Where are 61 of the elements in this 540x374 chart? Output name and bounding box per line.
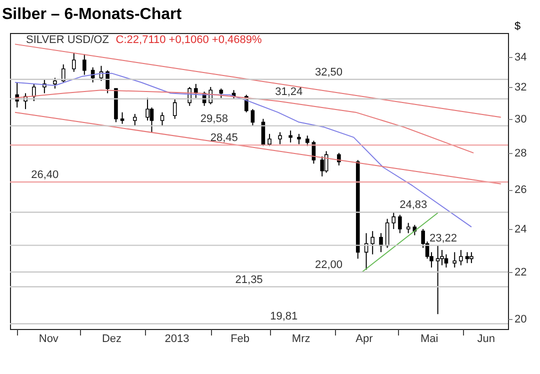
- candlestick: [172, 99, 177, 120]
- y2-tick-label: 26: [514, 184, 527, 196]
- ref-line-label: 28,45: [210, 132, 238, 144]
- y2-axis-title: $: [514, 20, 521, 32]
- ref-line-label: 32,50: [314, 66, 342, 78]
- candlestick: [194, 83, 198, 98]
- y2-tick-label: 22: [514, 266, 527, 278]
- candlestick: [32, 83, 36, 102]
- ref-line-label: 26,40: [31, 168, 59, 181]
- ref-line-label: 19,81: [270, 310, 298, 323]
- ref-line-label: 31,24: [275, 86, 303, 98]
- x-tick-label: Feb: [230, 333, 250, 345]
- ref-line-label: 23,22: [429, 232, 458, 244]
- y2-tick-label: 32: [514, 82, 527, 94]
- y2-tick-label: 20: [514, 314, 527, 326]
- candlestick: [146, 97, 150, 122]
- candlestick: [72, 52, 76, 72]
- candlestick: [320, 156, 324, 177]
- x-tick-label: Apr: [356, 333, 374, 345]
- y2-tick-label: 30: [514, 113, 527, 126]
- x-tick-label: Jun: [477, 333, 496, 345]
- ref-line-label: 22,00: [314, 258, 342, 271]
- candlestick: [406, 222, 410, 234]
- annotation: C:22,7110 +0,1060 +0,4689%: [116, 34, 262, 46]
- candlestick: [444, 254, 448, 268]
- candlestick: [436, 245, 440, 315]
- ref-line-label: 24,83: [400, 199, 428, 212]
- candlestick: [268, 133, 272, 146]
- candlestick: [452, 252, 457, 268]
- candlestick: [278, 132, 282, 145]
- candlestick: [150, 106, 154, 133]
- x-tick-label: Mai: [420, 333, 438, 345]
- candlestick: [160, 112, 164, 126]
- candlestick: [53, 77, 57, 90]
- candlestick: [465, 252, 470, 264]
- x-tick-label: Mrz: [292, 333, 310, 345]
- candlestick: [288, 130, 292, 143]
- candlestick: [370, 230, 374, 255]
- ref-line-label: 21,35: [235, 274, 263, 286]
- x-tick-label: Nov: [38, 333, 59, 345]
- candlestick: [392, 212, 396, 230]
- chart-title: Silber – 6-Monats-Chart: [2, 6, 182, 23]
- candlestick: [305, 135, 310, 146]
- x-tick-label: 2013: [164, 333, 190, 345]
- y2-tick-label: 28: [514, 147, 527, 160]
- candlestick: [219, 88, 224, 98]
- x-tick-label: Dez: [102, 333, 122, 345]
- candlestick: [297, 133, 301, 145]
- annotation: SILVER USD/OZ: [26, 34, 110, 46]
- candlestick: [82, 54, 86, 76]
- candlestick: [61, 64, 66, 83]
- candlestick: [470, 252, 474, 264]
- candlestick: [250, 108, 255, 126]
- candlestick: [459, 250, 463, 266]
- candlestick: [132, 113, 137, 126]
- y2-tick-label: 34: [514, 52, 527, 64]
- candlestick: [398, 214, 402, 234]
- candlestick: [120, 112, 124, 124]
- candlestick: [106, 70, 110, 94]
- y2-tick-label: 24: [514, 224, 527, 236]
- ref-line-label: 29,58: [200, 112, 228, 125]
